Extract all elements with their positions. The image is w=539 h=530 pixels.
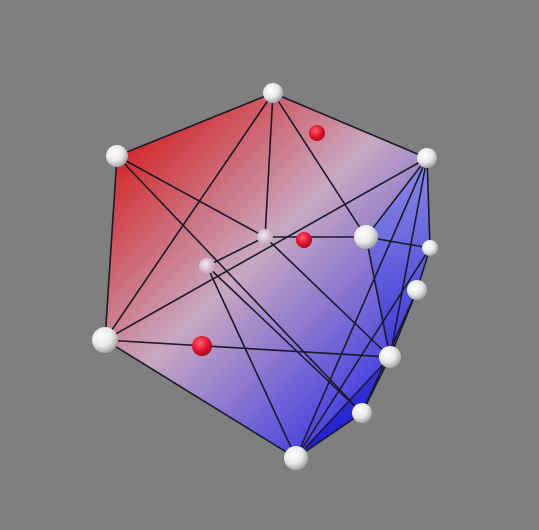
hull-vertex[interactable]: [354, 225, 378, 249]
interior-vertex[interactable]: [199, 258, 215, 274]
hull-vertex[interactable]: [407, 280, 427, 300]
polyhedron-front-face: [105, 93, 430, 458]
hull-vertex[interactable]: [106, 145, 128, 167]
hull-vertex[interactable]: [417, 148, 437, 168]
hull-vertex[interactable]: [284, 446, 308, 470]
hull-vertex[interactable]: [422, 240, 438, 256]
red-marker[interactable]: [296, 232, 312, 248]
hull-vertex[interactable]: [92, 327, 118, 353]
hull-vertex[interactable]: [352, 403, 372, 423]
polyhedron-edges: [104, 92, 431, 459]
polyhedron-side-face: [296, 158, 430, 458]
red-marker[interactable]: [309, 125, 325, 141]
interior-vertex[interactable]: [257, 229, 273, 245]
hull-vertex[interactable]: [379, 346, 401, 368]
hull-vertex[interactable]: [263, 83, 283, 103]
red-marker[interactable]: [192, 336, 212, 356]
